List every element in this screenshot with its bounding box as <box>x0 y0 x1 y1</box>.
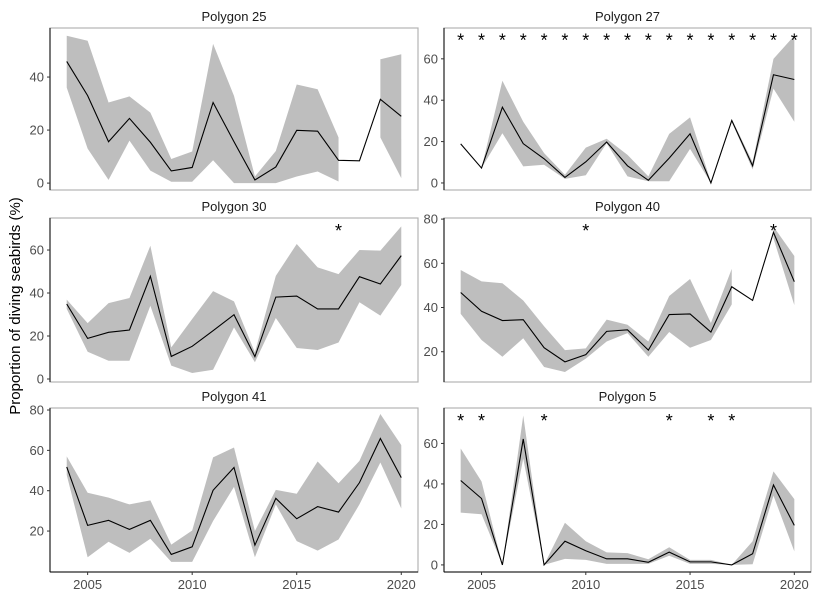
significance-star: * <box>666 31 673 51</box>
y-tick-label: 20 <box>424 344 438 359</box>
significance-star: * <box>791 31 798 51</box>
panel-polygon-40: Polygon 40 20 40 60 80 * * <box>424 199 812 383</box>
x-tick-label: 2005 <box>73 577 102 592</box>
confidence-ribbon <box>66 414 402 562</box>
x-tick-label: 2020 <box>780 577 809 592</box>
y-tick-label: 60 <box>424 256 438 271</box>
significance-star: * <box>541 31 548 51</box>
x-tick-label: 2010 <box>571 577 600 592</box>
y-tick-label: 20 <box>30 123 44 138</box>
significance-star: * <box>707 411 714 431</box>
significance-star: * <box>728 411 735 431</box>
significance-star: * <box>749 31 756 51</box>
y-tick-label: 60 <box>424 51 438 66</box>
significance-star: * <box>499 31 506 51</box>
panel-polygon-27: Polygon 27 0 20 40 60 * * * * * * * * * * * * * * * * * <box>424 9 812 191</box>
x-tick-label: 2015 <box>282 577 311 592</box>
significance-star: * <box>624 31 631 51</box>
significance-star: * <box>666 411 673 431</box>
mean-line <box>66 437 402 556</box>
mean-line <box>66 61 402 181</box>
significance-star: * <box>582 221 589 241</box>
panel-title: Polygon 5 <box>599 389 657 404</box>
mean-line <box>460 74 795 185</box>
y-tick-label: 80 <box>30 403 44 418</box>
significance-star: * <box>478 31 485 51</box>
significance-star: * <box>582 31 589 51</box>
mean-line <box>460 438 795 567</box>
significance-star: * <box>457 411 464 431</box>
y-tick-label: 40 <box>424 476 438 491</box>
panel-polygon-25: Polygon 25 0 20 40 <box>30 9 419 191</box>
confidence-ribbon <box>66 35 339 184</box>
significance-star: * <box>520 31 527 51</box>
x-tick-label: 2020 <box>387 577 416 592</box>
significance-star: * <box>603 31 610 51</box>
y-axis-label: Proportion of diving seabirds (%) <box>7 197 24 415</box>
y-tick-label: 20 <box>30 524 44 539</box>
y-tick-label: 20 <box>424 134 438 149</box>
significance-star: * <box>770 221 777 241</box>
y-tick-label: 0 <box>37 176 44 191</box>
significance-star: * <box>478 411 485 431</box>
panel-title: Polygon 27 <box>595 9 660 24</box>
y-tick-label: 60 <box>30 443 44 458</box>
significance-star: * <box>770 31 777 51</box>
confidence-ribbon <box>380 54 402 179</box>
panel-title: Polygon 41 <box>201 389 266 404</box>
confidence-ribbon <box>66 226 402 373</box>
y-tick-label: 40 <box>30 483 44 498</box>
significance-star: * <box>645 31 652 51</box>
y-tick-label: 40 <box>30 286 44 301</box>
x-tick-label: 2010 <box>178 577 207 592</box>
significance-star: * <box>541 411 548 431</box>
significance-star: * <box>561 31 568 51</box>
panel-polygon-41: Polygon 41 20 40 60 80 2005 2010 2015 2020 <box>30 389 419 592</box>
confidence-ribbon <box>773 226 795 306</box>
significance-star: * <box>707 31 714 51</box>
y-tick-label: 0 <box>431 175 438 190</box>
y-tick-label: 0 <box>431 557 438 572</box>
mean-line <box>460 230 795 363</box>
panel-polygon-30: Polygon 30 0 20 40 60 * <box>30 199 419 386</box>
significance-star: * <box>457 31 464 51</box>
y-tick-label: 80 <box>424 212 438 227</box>
panel-polygon-5: Polygon 5 0 20 40 60 * * * * * * 2005 2010 2015 2020 <box>424 389 812 592</box>
panel-title: Polygon 40 <box>595 199 660 214</box>
y-tick-label: 40 <box>30 70 44 85</box>
significance-star: * <box>687 31 694 51</box>
panel-title: Polygon 30 <box>201 199 266 214</box>
panel-title: Polygon 25 <box>201 9 266 24</box>
y-tick-label: 20 <box>30 329 44 344</box>
y-tick-label: 0 <box>37 371 44 386</box>
y-tick-label: 20 <box>424 517 438 532</box>
x-tick-label: 2005 <box>467 577 496 592</box>
mean-line <box>66 255 402 359</box>
significance-star: * <box>728 31 735 51</box>
y-tick-label: 60 <box>30 243 44 258</box>
y-tick-label: 40 <box>424 300 438 315</box>
significance-star: * <box>335 221 342 241</box>
y-tick-label: 40 <box>424 93 438 108</box>
x-tick-label: 2015 <box>676 577 705 592</box>
y-tick-label: 60 <box>424 436 438 451</box>
